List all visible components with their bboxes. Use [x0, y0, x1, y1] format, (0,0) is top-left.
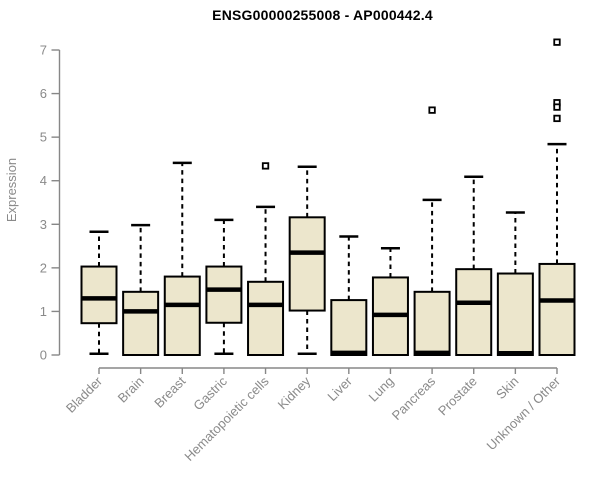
outlier-point	[553, 38, 561, 46]
box-iqr	[413, 290, 451, 357]
boxplot-gastric	[205, 218, 243, 355]
boxplot-bladder	[80, 230, 118, 355]
x-tick-label: Bladder	[63, 373, 106, 416]
boxplot-liver	[330, 235, 368, 356]
x-tick-label: Unknown / Other	[484, 373, 564, 453]
boxplot-prostate	[455, 175, 493, 356]
y-tick-label: 7	[40, 43, 47, 58]
outlier-point	[553, 103, 561, 111]
y-tick-label: 4	[40, 173, 47, 188]
y-tick-label: 0	[40, 348, 47, 363]
x-tick-label: Liver	[324, 373, 355, 404]
boxplot-breast	[163, 161, 201, 357]
boxplot-lung	[371, 247, 409, 357]
boxplot-skin	[496, 211, 534, 356]
box-iqr	[538, 262, 576, 357]
y-tick-label: 1	[40, 304, 47, 319]
x-tick-label: Pancreas	[389, 373, 439, 423]
y-tick-label: 3	[40, 217, 47, 232]
box-iqr	[455, 268, 493, 356]
y-tick-label: 6	[40, 86, 47, 101]
outlier-point	[261, 162, 270, 170]
x-tick-label: Gastric	[190, 373, 230, 413]
boxplot-kidney	[288, 165, 326, 355]
box-iqr	[496, 272, 534, 356]
x-tick-label: Brain	[115, 374, 147, 406]
boxplot-unknown-other	[538, 38, 576, 357]
x-tick-label: Lung	[366, 374, 397, 405]
x-tick-label: Breast	[151, 373, 188, 410]
outlier-point	[553, 114, 561, 123]
y-tick-label: 2	[40, 260, 47, 275]
box-iqr	[205, 265, 243, 324]
box-iqr	[288, 216, 326, 312]
box-iqr	[163, 275, 201, 357]
boxplot-pancreas	[413, 106, 451, 357]
x-tick-label: Kidney	[275, 373, 314, 412]
box-iqr	[80, 265, 118, 325]
box-iqr	[122, 290, 160, 357]
outlier-point	[428, 106, 436, 114]
x-tick-label: Prostate	[435, 374, 480, 419]
y-tick-label: 5	[40, 130, 47, 145]
box-iqr	[247, 280, 285, 356]
box-iqr	[330, 299, 368, 356]
boxplot-hematopoietic-cells	[247, 162, 285, 356]
boxplot-brain	[122, 223, 160, 357]
chart-title: ENSG00000255008 - AP000442.4	[212, 7, 433, 23]
x-tick-label: Skin	[493, 374, 521, 402]
